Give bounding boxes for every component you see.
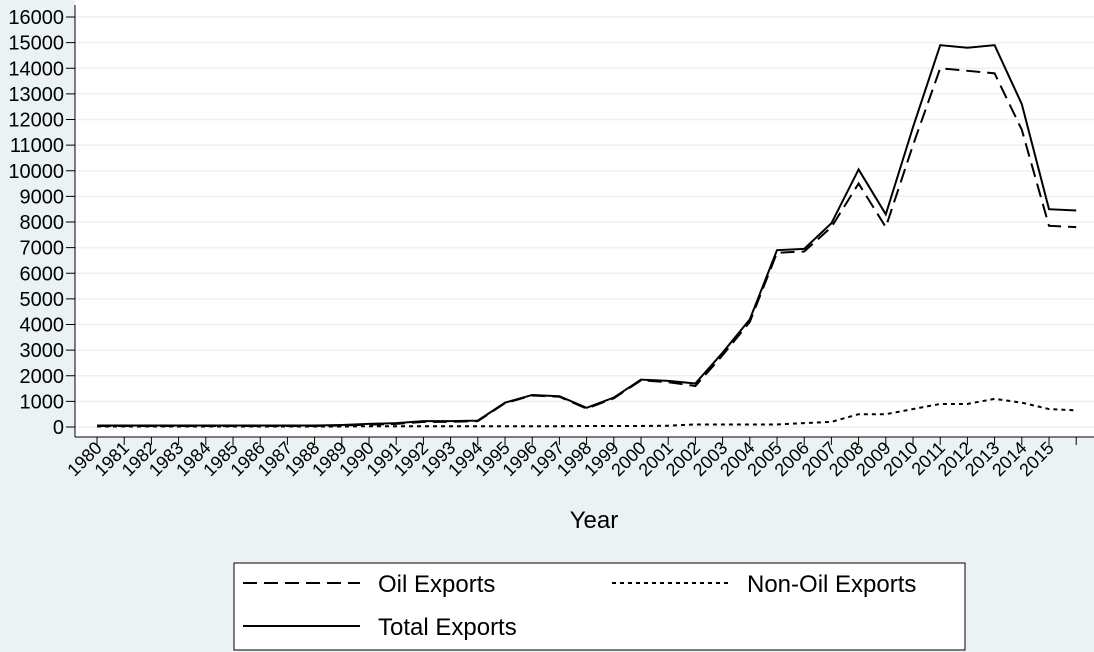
x-axis-title: Year <box>570 507 619 534</box>
y-tick-label: 0 <box>53 417 64 439</box>
y-tick-label: 13000 <box>8 84 64 106</box>
plot-area <box>75 0 1094 437</box>
y-tick-label: 3000 <box>20 340 65 362</box>
y-tick-label: 5000 <box>20 289 65 311</box>
y-tick-label: 12000 <box>8 110 64 132</box>
y-tick-label: 2000 <box>20 366 65 388</box>
y-tick-label: 7000 <box>20 238 65 260</box>
series-line <box>97 44 1077 427</box>
y-tick-label: 11000 <box>10 135 64 157</box>
legend <box>233 562 966 651</box>
y-tick-label: 16000 <box>8 7 64 29</box>
y-tick-label: 9000 <box>20 186 65 208</box>
legend-label: Oil Exports <box>378 571 495 598</box>
y-tick-label: 10000 <box>8 161 64 183</box>
y-tick-label: 8000 <box>20 212 65 234</box>
y-tick-label: 4000 <box>20 315 65 337</box>
y-tick-label: 15000 <box>8 33 64 55</box>
y-tick-label: 1000 <box>20 391 65 413</box>
legend-label: Total Exports <box>378 614 517 641</box>
y-tick-label: 6000 <box>20 263 65 285</box>
legend-label: Non-Oil Exports <box>747 571 916 598</box>
series-line <box>97 397 1077 428</box>
y-tick-label: 14000 <box>8 58 64 80</box>
